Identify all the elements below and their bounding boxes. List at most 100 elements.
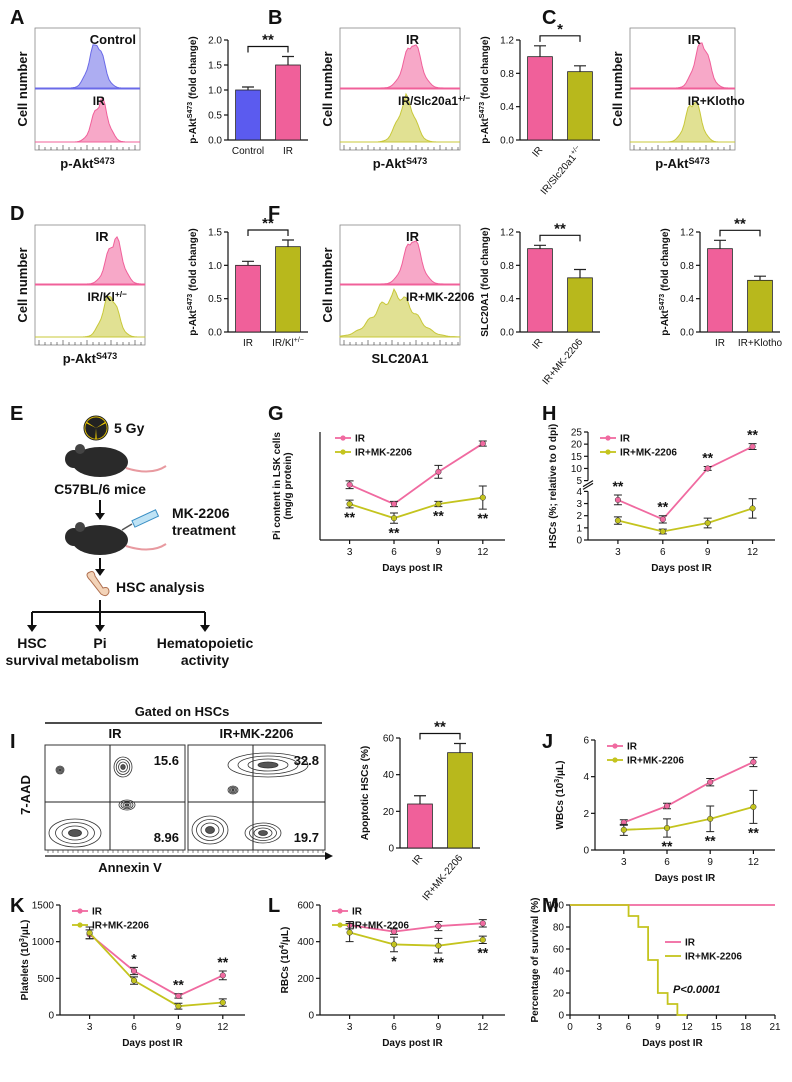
y-tick-label: 2 xyxy=(583,809,589,820)
y-tick-label: 200 xyxy=(297,974,314,985)
sig-label: ** xyxy=(702,450,713,466)
category-label: IR+MK-2206 xyxy=(421,853,466,904)
sig-bracket xyxy=(539,234,581,242)
x-axis-label: Days post IR xyxy=(122,1038,183,1049)
x-tick-label: 3 xyxy=(621,857,627,868)
flow-frame xyxy=(187,744,326,851)
data-point xyxy=(435,500,442,508)
panel-letter: H xyxy=(542,403,556,425)
radiation-blade xyxy=(85,423,96,439)
y-tick-label: 500 xyxy=(37,974,54,985)
y-axis-label-part: (fold change) xyxy=(188,228,199,294)
quadrant-value: 19.7 xyxy=(294,830,319,845)
hist-xlabel-part: S473 xyxy=(93,156,114,166)
y-axis-label-part: /μL) xyxy=(20,920,31,938)
hist-top-label: IR xyxy=(96,229,110,244)
panel-letter: L xyxy=(268,895,280,917)
y-tick-label: 0 xyxy=(308,1011,314,1022)
data-point xyxy=(175,992,182,999)
y-axis-label-part: /μL) xyxy=(280,927,291,945)
error-bar xyxy=(242,86,254,90)
sample-label: IR xyxy=(109,726,123,741)
y-tick-label: 2.0 xyxy=(208,36,222,47)
contour xyxy=(249,825,277,841)
y-axis-label-part: (fold change) xyxy=(660,228,671,294)
y-tick-label: 1.2 xyxy=(500,228,514,239)
contour xyxy=(196,819,224,841)
contour xyxy=(57,767,63,773)
contour xyxy=(68,829,82,837)
contour xyxy=(55,822,95,844)
axis-break xyxy=(582,480,594,490)
outcome-label: HSC xyxy=(17,635,47,651)
hist-ylabel: Cell number xyxy=(15,247,30,322)
data-point xyxy=(750,758,757,766)
y-tick-label: 5 xyxy=(576,476,582,487)
annotation: P<0.0001 xyxy=(673,984,720,996)
x-tick-label: 9 xyxy=(436,547,442,558)
sig-label: ** xyxy=(173,977,184,993)
category-label: IR+MK-2206 xyxy=(541,337,586,388)
flow-x-arrow xyxy=(325,852,333,860)
quadrant-value: 15.6 xyxy=(154,753,179,768)
series-line xyxy=(617,445,753,521)
x-axis-label: Days post IR xyxy=(642,1038,703,1049)
hist-bottom-label: IR+MK-2206 xyxy=(406,290,475,304)
y-tick-label: 0.0 xyxy=(500,136,514,147)
category-label: IR+Klotho xyxy=(738,338,783,349)
legend-marker xyxy=(340,449,346,455)
sig-label: * xyxy=(557,21,563,38)
series-line xyxy=(349,922,483,933)
x-tick-label: 6 xyxy=(660,547,666,558)
flow-frame xyxy=(44,744,186,851)
sig-label: * xyxy=(391,953,397,969)
mouse-ear xyxy=(75,522,85,532)
legend-label: IR+MK-2206 xyxy=(627,756,684,767)
y-axis-label-part: 3 xyxy=(19,938,26,942)
y-tick-label: 40 xyxy=(383,770,395,781)
data-point xyxy=(479,440,486,447)
hist-bottom-label-part: IR/Slc20a1 xyxy=(398,94,458,108)
contour xyxy=(113,756,133,778)
contour xyxy=(115,759,131,775)
sig-label: ** xyxy=(434,719,446,736)
hist-curve xyxy=(339,287,461,338)
outcome-label: Pi xyxy=(93,635,106,651)
data-point xyxy=(614,517,621,524)
error-bar xyxy=(714,239,726,249)
data-point xyxy=(219,972,226,979)
contour xyxy=(191,815,229,845)
error-bar xyxy=(414,795,426,804)
hist-bottom-label: IR xyxy=(93,94,105,108)
panel-letter: C xyxy=(542,7,556,29)
hist-xlabel-part: p-Akt xyxy=(373,156,407,171)
y-tick-label: 100 xyxy=(547,901,564,912)
y-tick-label: 20 xyxy=(383,807,395,818)
y-axis-label-part: (fold change) xyxy=(188,36,199,102)
legend-label: IR xyxy=(685,938,696,949)
y-tick-label: 4 xyxy=(583,772,589,783)
contour xyxy=(230,787,236,793)
panel-letter: I xyxy=(10,731,16,753)
hist-curve xyxy=(35,235,146,285)
data-point xyxy=(479,494,486,501)
x-tick-label: 6 xyxy=(391,1022,397,1033)
y-axis-label-part: p-Akt xyxy=(480,118,491,144)
sig-label: ** xyxy=(262,215,274,232)
y-axis-label-part: (fold change) xyxy=(480,36,491,102)
x-tick-label: 12 xyxy=(477,547,489,558)
panel-letter: M xyxy=(542,895,559,917)
hist-bottom-label: IR/Slc20a1+/− xyxy=(398,93,470,108)
y-axis-label-part: p-Akt xyxy=(188,310,199,336)
y-tick-label: 400 xyxy=(297,937,314,948)
data-point xyxy=(749,443,756,450)
bar xyxy=(447,752,473,849)
strain-label: C57BL/6 mice xyxy=(54,481,146,497)
category-label: IR/Kl+/− xyxy=(272,337,304,349)
panel-letter: B xyxy=(268,7,282,29)
series-line xyxy=(88,932,223,1008)
hist-xlabel: p-AktS473 xyxy=(373,156,427,171)
data-point xyxy=(130,967,138,975)
legend-label: IR+MK-2206 xyxy=(352,921,409,932)
hist-ylabel: Cell number xyxy=(320,247,335,322)
